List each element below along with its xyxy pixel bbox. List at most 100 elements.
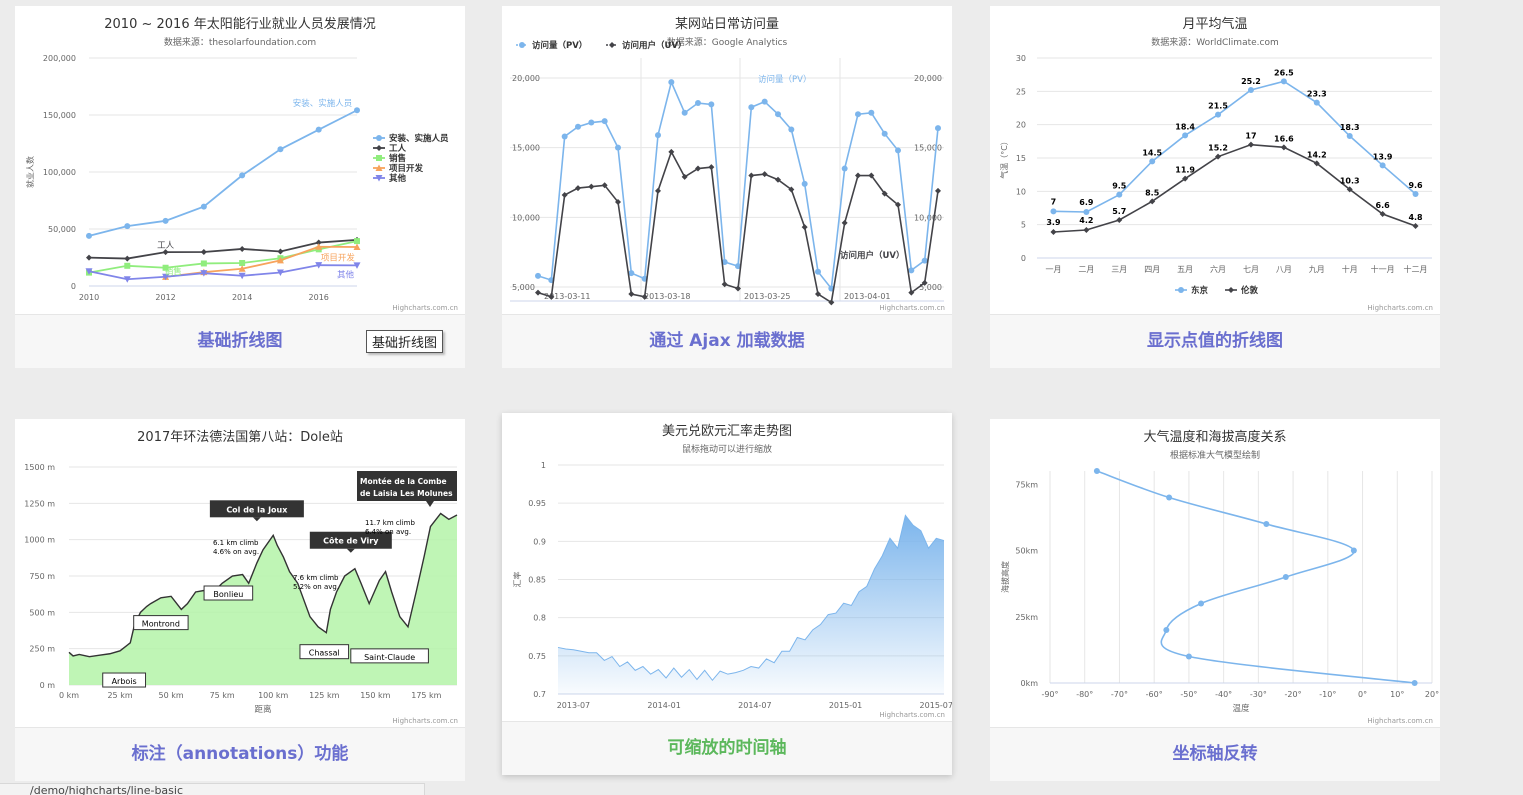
card-inverted-axis[interactable]: 大气温度和海拔高度关系 根据标准大气模型绘制 Highcharts.com.cn -9… [990, 419, 1440, 781]
chart-subtitle: 数据来源：Google Analytics [667, 36, 788, 48]
card-title[interactable]: 基础折线图 [197, 331, 283, 351]
data-point [315, 239, 322, 246]
data-point [124, 223, 131, 230]
card-title[interactable]: 坐标轴反转 [1172, 744, 1258, 764]
data-label: 4.8 [1408, 213, 1423, 222]
card-zoomable-time[interactable]: 美元兑欧元汇率走势图 鼠标拖动可以进行缩放 Highcharts.com.cn 0.7… [502, 413, 952, 775]
data-point [200, 270, 208, 277]
chart-subtitle: 数据来源：thesolarfoundation.com [164, 36, 316, 48]
card-title[interactable]: 可缩放的时间轴 [667, 738, 787, 758]
climb-note: 5.2% on avg. [293, 583, 339, 591]
credits-label: Highcharts.com.cn [879, 711, 945, 719]
y-tick-label: 100,000 [43, 168, 76, 177]
legend-item: 安装、实施人员 [389, 133, 449, 144]
legend-marker [376, 145, 382, 151]
data-point [200, 203, 207, 210]
annotation-bonlieu-text: Bonlieu [213, 590, 243, 599]
data-point [788, 126, 795, 133]
data-point [1050, 208, 1057, 215]
card-title[interactable]: 通过 Ajax 加载数据 [649, 331, 805, 351]
x-tick-label: 十二月 [1404, 264, 1428, 274]
x-tick-label: 0° [1358, 690, 1367, 699]
y-tick-label: 30 [1016, 54, 1026, 63]
legend-item: 工人 [389, 143, 407, 154]
data-label: 18.4 [1175, 122, 1195, 131]
y-axis-title: 海拔高度 [1000, 561, 1010, 593]
annotation-col-de-la-joux [209, 500, 304, 518]
y-tick-label: 10 [1016, 187, 1026, 196]
series-label: 销售 [165, 266, 182, 277]
data-point [162, 264, 169, 271]
card-annotations[interactable]: 2017年环法德法国第八站：Dole站 Highcharts.com.cn 0 m 2… [15, 419, 465, 781]
x-tick-label: 2014-07 [738, 701, 771, 710]
data-point [1346, 133, 1353, 139]
legend-marker [376, 155, 382, 161]
x-tick-label: 2016 [309, 293, 329, 302]
data-point [1313, 160, 1320, 167]
data-point [238, 272, 246, 280]
x-tick-label: 25 km [107, 691, 132, 700]
data-label: 8.5 [1145, 188, 1160, 197]
data-point [815, 268, 821, 275]
data-point [588, 119, 595, 126]
data-point [535, 289, 541, 296]
data-point [315, 262, 323, 269]
annotation-combe [357, 471, 457, 501]
data-point [1280, 144, 1287, 151]
card-datalabels-line[interactable]: 月平均气温 数据来源：WorldClimate.com Highcharts.com… [990, 6, 1440, 368]
x-tick-label: -40° [1215, 690, 1232, 699]
card-title[interactable]: 显示点值的折线图 [1147, 331, 1283, 351]
data-point [1411, 680, 1418, 686]
series-line [537, 149, 939, 304]
card-ajax-line[interactable]: 某网站日常访问量 数据来源：Google Analytics Highcharts.… [502, 6, 952, 368]
x-tick-label: 2012 [155, 293, 175, 302]
data-label: 17 [1245, 132, 1256, 141]
legend-item: 销售 [389, 153, 406, 164]
data-point [801, 180, 808, 187]
y-tick-label: 150,000 [43, 111, 76, 120]
data-point [708, 101, 715, 108]
x-tick-label: 125 km [309, 691, 339, 700]
x-tick-label: 2013-03-25 [744, 292, 791, 301]
data-point [1093, 468, 1100, 474]
annotation-chassal-text: Chassal [309, 649, 340, 658]
y-tick-label-right: 20,000 [914, 74, 942, 83]
data-label: 15.2 [1208, 144, 1228, 153]
card-basic-line[interactable]: 2010 ~ 2016 年太阳能行业就业人员发展情况 数据来源：thesolarf… [15, 6, 465, 368]
data-point [1182, 132, 1189, 139]
x-tick-label: 2014-01 [647, 701, 680, 710]
x-tick-label: 五月 [1177, 265, 1193, 274]
data-point [575, 185, 581, 192]
card-footer: 显示点值的折线图 [990, 314, 1440, 368]
x-tick-label: 2010 [79, 293, 99, 302]
x-tick-label: -20° [1285, 690, 1302, 699]
y-tick-label: 1000 m [24, 536, 55, 545]
data-point [868, 172, 875, 179]
data-point [881, 130, 888, 137]
data-label: 13.9 [1373, 152, 1393, 161]
x-tick-label: 2014 [232, 293, 252, 302]
y-tick-label: 0.85 [528, 576, 546, 585]
series-line [88, 239, 358, 260]
data-point [815, 291, 821, 298]
data-label: 5.7 [1112, 207, 1126, 216]
data-point [775, 176, 781, 183]
data-point [908, 289, 915, 296]
data-point [1412, 223, 1419, 229]
y-tick-label: 5 [1021, 221, 1026, 230]
data-point [353, 262, 361, 269]
x-tick-label: 2013-07 [557, 701, 590, 710]
data-point [695, 100, 701, 107]
data-point [86, 254, 92, 261]
data-point [561, 133, 568, 140]
card-title[interactable]: 标注（annotations）功能 [131, 744, 349, 764]
data-point [935, 125, 941, 132]
data-point [200, 248, 207, 255]
data-point [535, 272, 541, 279]
y-tick-label-left: 10,000 [512, 213, 540, 222]
y-tick-label: 75km [1015, 480, 1038, 489]
annotation-cote-de-viry [309, 531, 392, 549]
